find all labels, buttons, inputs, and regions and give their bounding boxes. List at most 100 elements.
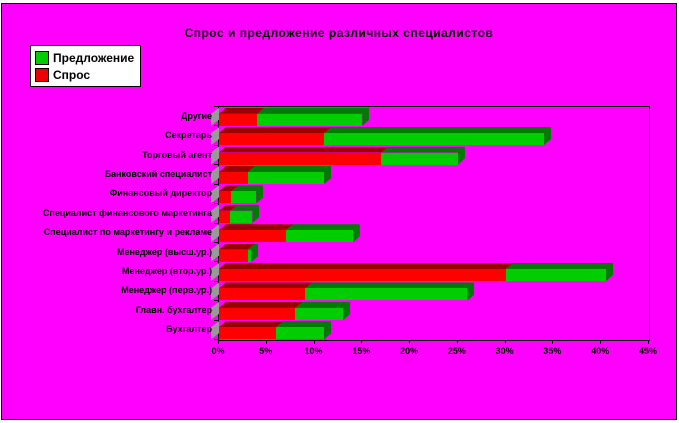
- y-axis-tick: [214, 319, 218, 321]
- plot-area: [211, 106, 650, 341]
- category-label: Секретарь: [165, 130, 212, 141]
- category-label: Главн. бухгалтер: [135, 304, 212, 315]
- x-axis-tick: [648, 340, 649, 344]
- bar-start-wedge: [211, 263, 219, 282]
- x-axis-label: 45%: [638, 346, 657, 356]
- bar-start-wedge: [211, 165, 219, 184]
- bar-end-cap: [352, 224, 360, 243]
- bar-segment-top-Спрос: [219, 166, 255, 172]
- bar-start-wedge: [211, 243, 219, 262]
- x-axis-label: 25%: [447, 346, 466, 356]
- x-axis-label: 10%: [304, 346, 323, 356]
- x-axis-label: 0%: [211, 346, 225, 356]
- x-axis-label: 40%: [591, 346, 610, 356]
- bar-start-wedge: [211, 301, 219, 320]
- bar-end-cap: [324, 321, 332, 340]
- legend-item-supply: Предложение: [35, 49, 134, 66]
- bar-segment-top-Спрос: [219, 282, 312, 288]
- x-axis-label: 30%: [495, 346, 514, 356]
- x-axis-tick: [409, 340, 411, 344]
- category-label: Другие: [180, 110, 212, 121]
- legend-label-demand: Спрос: [53, 67, 91, 82]
- x-axis-label: 5%: [259, 346, 273, 356]
- chart-title: Спрос и предложение различных специалист…: [184, 26, 494, 40]
- category-label: Менеджер (перв.ур.): [121, 285, 212, 296]
- legend-swatch-supply-icon: [35, 50, 49, 65]
- bar-segment-top-Предложение: [257, 108, 369, 114]
- bar-segment-Предложение: [257, 113, 363, 126]
- bar-segment-top-Спрос: [219, 302, 302, 308]
- bar-segment-Предложение: [305, 288, 468, 301]
- bar-segment-Предложение: [276, 327, 325, 340]
- bar-segment-Спрос: [219, 288, 305, 301]
- bar-end-cap: [543, 127, 551, 146]
- bar-segment-Предложение: [505, 269, 606, 282]
- bar-segment-top-Предложение: [506, 263, 613, 269]
- x-axis-label: 15%: [352, 346, 371, 356]
- legend-item-demand: Спрос: [35, 66, 134, 83]
- category-label: Специалист по маркетингу и рекламе: [43, 227, 212, 238]
- bar-segment-Спрос: [219, 113, 258, 126]
- bar-segment-Предложение: [324, 133, 544, 146]
- x-axis-tick: [218, 340, 219, 344]
- y-axis-tick: [214, 261, 218, 263]
- bar-start-wedge: [211, 127, 219, 146]
- category-label: Банковский специалист: [104, 168, 212, 179]
- bar-segment-top-Предложение: [324, 127, 551, 133]
- bar-segment-Спрос: [219, 210, 231, 223]
- bar-start-wedge: [211, 321, 219, 340]
- y-axis-tick: [214, 222, 218, 224]
- legend-label-supply: Предложение: [53, 50, 135, 65]
- category-label: Бухгалтер: [166, 324, 212, 335]
- bar-segment-top-Предложение: [381, 147, 464, 153]
- x-axis-tick: [265, 340, 267, 344]
- bar-segment-top-Спрос: [219, 147, 388, 153]
- bar-segment-Спрос: [219, 327, 277, 340]
- bar-end-cap: [362, 107, 370, 126]
- bar-end-cap: [457, 146, 465, 165]
- x-axis-label: 35%: [543, 346, 562, 356]
- x-axis-tick: [456, 340, 458, 344]
- category-label: Менеджер (втор.ур.): [122, 266, 212, 277]
- bar-start-wedge: [211, 204, 219, 223]
- bar-segment-Предложение: [230, 210, 253, 223]
- y-axis-tick: [214, 144, 218, 146]
- legend: Предложение Спрос: [30, 45, 142, 87]
- x-axis-tick: [552, 340, 554, 344]
- bar-segment-Спрос: [219, 191, 232, 204]
- y-axis-tick: [214, 125, 218, 127]
- bar-segment-Предложение: [285, 230, 353, 243]
- bar-segment-Спрос: [219, 307, 296, 320]
- bar-segment-top-Спрос: [219, 127, 331, 133]
- bar-segment-top-Предложение: [230, 205, 259, 211]
- bar-segment-Предложение: [295, 307, 344, 320]
- category-label: Специалист финансового маркетинга: [42, 207, 212, 218]
- bar-end-cap: [343, 301, 351, 320]
- y-axis-tick: [214, 280, 218, 282]
- bar-segment-Предложение: [247, 171, 325, 184]
- category-label: Торговый агент: [142, 149, 212, 160]
- bar-segment-top-Спрос: [219, 321, 283, 327]
- bar-segment-Спрос: [219, 249, 248, 262]
- y-axis-tick: [214, 339, 218, 340]
- bar-segment-top-Предложение: [248, 244, 259, 250]
- y-axis-tick: [214, 300, 218, 302]
- bar-segment-Предложение: [381, 152, 458, 165]
- bar-segment-top-Спрос: [219, 205, 237, 211]
- bar-end-cap: [252, 204, 260, 223]
- bar-end-cap: [256, 185, 264, 204]
- bar-start-wedge: [211, 185, 219, 204]
- bar-segment-top-Предложение: [286, 224, 360, 230]
- x-axis-tick: [504, 340, 506, 344]
- bar-segment-top-Предложение: [305, 282, 474, 288]
- bar-start-wedge: [211, 107, 219, 126]
- bar-segment-top-Предложение: [295, 302, 350, 308]
- bar-end-cap: [467, 282, 475, 301]
- x-axis-label: 20%: [400, 346, 419, 356]
- bar-segment-top-Предложение: [248, 166, 331, 172]
- bar-end-cap: [251, 243, 259, 262]
- bar-segment-top-Спрос: [219, 244, 255, 250]
- y-axis-tick: [214, 164, 218, 166]
- bar-segment-Предложение: [247, 249, 252, 262]
